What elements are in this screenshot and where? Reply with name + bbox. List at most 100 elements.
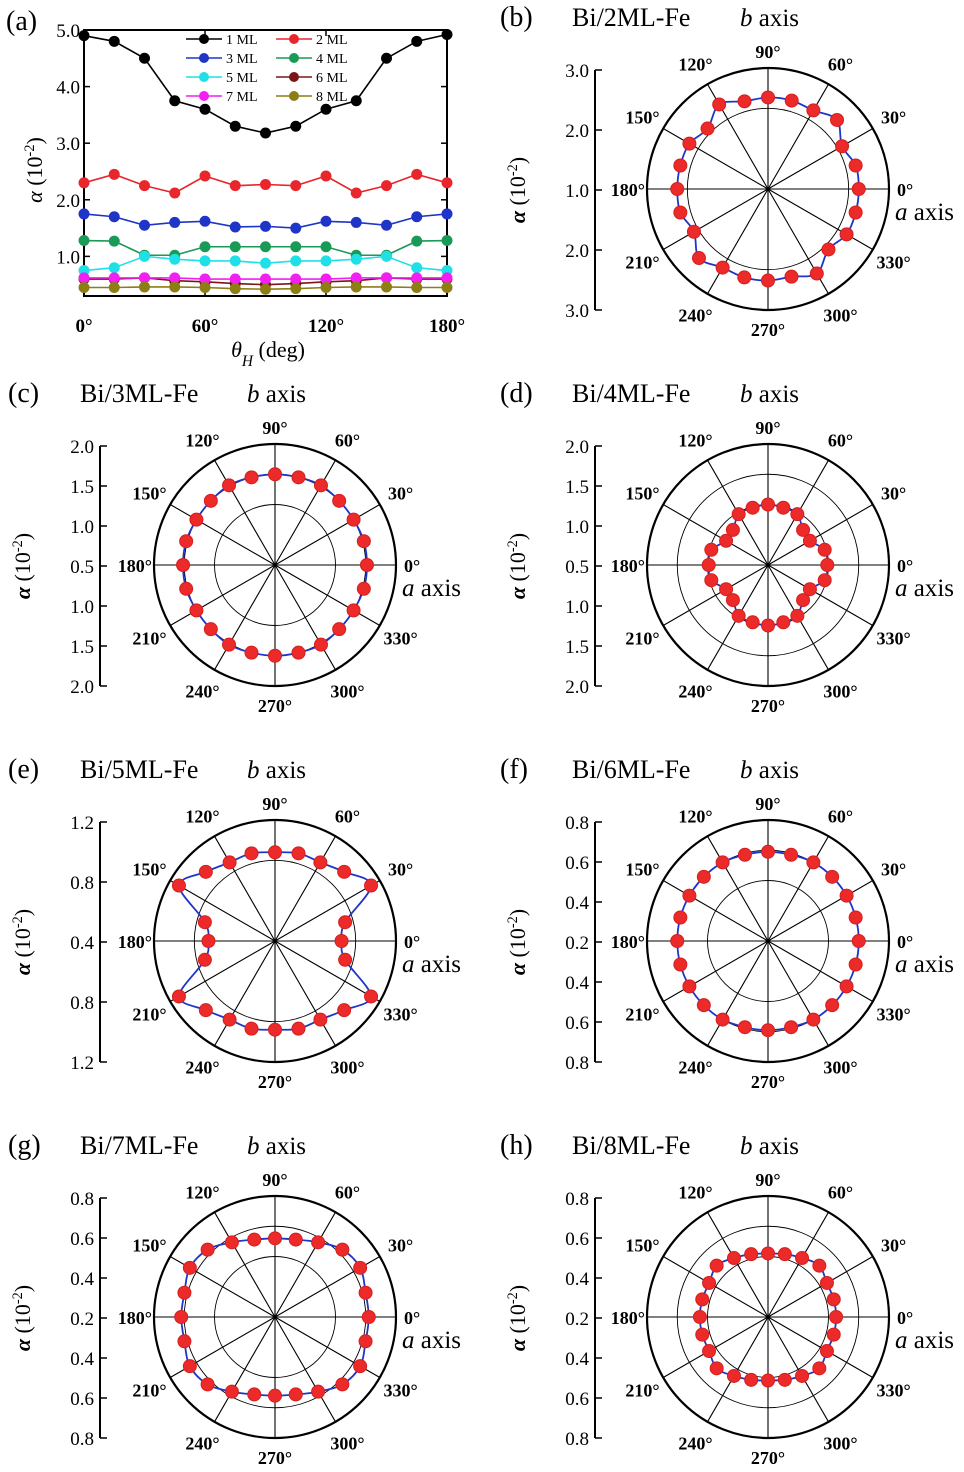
radial-tick-label: 0.8 xyxy=(70,993,94,1014)
data-point xyxy=(364,989,379,1004)
angle-label: 180° xyxy=(118,1308,152,1328)
angle-label: 210° xyxy=(132,629,166,649)
data-point xyxy=(229,221,241,233)
data-point xyxy=(200,1377,215,1392)
angle-label: 150° xyxy=(625,860,659,880)
data-point xyxy=(320,170,332,182)
data-point xyxy=(337,864,352,879)
data-point xyxy=(169,272,181,284)
panel-title: Bi/4ML-Fe xyxy=(572,379,690,408)
panel-d: (d) Bi/4ML-Fe b axis 2.0 1.5 1.0 0.5 1.0 1.5 2.0 α… xyxy=(500,378,954,716)
legend-marker xyxy=(289,53,299,63)
panel-label: (h) xyxy=(500,1130,533,1161)
data-point xyxy=(359,558,374,572)
spoke xyxy=(274,504,381,566)
spoke xyxy=(767,1316,874,1378)
radial-tick-label: 1.0 xyxy=(565,181,589,202)
radial-tick-label: 0.2 xyxy=(70,1309,94,1330)
spoke xyxy=(169,940,276,1002)
angle-label: 240° xyxy=(185,682,219,702)
spoke xyxy=(169,880,276,942)
spoke xyxy=(767,835,829,942)
data-point xyxy=(441,177,453,189)
data-point xyxy=(731,608,746,623)
angle-label: 30° xyxy=(881,484,906,504)
panel-label: (d) xyxy=(500,378,533,409)
y-tick-label: 4.0 xyxy=(56,78,80,99)
data-point xyxy=(334,934,349,948)
panel-title: Bi/5ML-Fe xyxy=(80,755,198,784)
data-point xyxy=(784,269,799,284)
data-point xyxy=(169,253,181,265)
data-point xyxy=(320,241,332,253)
radial-axis-label: α (10-2) xyxy=(10,1285,35,1351)
angle-label: 30° xyxy=(881,1236,906,1256)
panel-title: Bi/3ML-Fe xyxy=(80,379,198,408)
data-point xyxy=(108,168,120,180)
radial-tick-label: 0.2 xyxy=(565,933,589,954)
data-point xyxy=(696,869,711,884)
legend-marker xyxy=(289,72,299,82)
spoke xyxy=(274,835,336,942)
data-point xyxy=(715,260,730,275)
spoke xyxy=(767,1316,829,1423)
data-point xyxy=(704,573,719,588)
angle-label: 60° xyxy=(335,1182,360,1202)
data-point xyxy=(108,282,120,294)
angle-label: 120° xyxy=(185,1182,219,1202)
data-point xyxy=(737,270,752,285)
data-point xyxy=(719,582,734,597)
data-point xyxy=(411,235,423,247)
a-axis-label: a axis xyxy=(402,575,461,602)
legend-label: 3 ML xyxy=(226,52,258,67)
data-point xyxy=(108,272,120,284)
radial-axis-label: α (10-2) xyxy=(505,157,530,223)
angle-label: 150° xyxy=(625,1236,659,1256)
data-point xyxy=(353,1359,368,1374)
data-point xyxy=(725,522,740,537)
series-4ml xyxy=(78,235,453,261)
data-point xyxy=(364,878,379,893)
data-point xyxy=(809,266,824,281)
data-point xyxy=(260,241,271,253)
data-point xyxy=(229,283,241,295)
panel-g: (g) Bi/7ML-Fe b axis 0.8 0.6 0.4 0.2 0.4 0.6 0.8 α… xyxy=(8,1130,461,1468)
radial-tick-label: 1.0 xyxy=(70,597,94,618)
radial-tick-label: 1.0 xyxy=(70,517,94,538)
data-point xyxy=(313,855,328,870)
angle-label: 180° xyxy=(118,932,152,952)
radial-tick-label: 1.5 xyxy=(565,637,589,658)
data-point xyxy=(712,97,727,112)
data-point xyxy=(171,989,186,1004)
angle-label: 150° xyxy=(625,484,659,504)
data-point xyxy=(441,282,453,294)
data-point xyxy=(290,120,302,132)
angle-label: 60° xyxy=(335,430,360,450)
panel-label: (g) xyxy=(8,1130,41,1161)
spoke xyxy=(662,940,769,1002)
data-point xyxy=(776,500,791,515)
data-point xyxy=(848,910,863,925)
data-point xyxy=(411,168,423,180)
a-axis-label: a axis xyxy=(895,1327,954,1354)
data-point xyxy=(174,1310,189,1324)
angle-label: 150° xyxy=(132,484,166,504)
x-tick-label: 180° xyxy=(429,316,465,337)
data-point xyxy=(695,1292,710,1307)
data-point xyxy=(692,1310,707,1324)
data-point xyxy=(411,262,423,274)
radial-axis-label: α (10-2) xyxy=(505,1285,530,1351)
data-point xyxy=(169,187,181,199)
data-point xyxy=(203,493,218,508)
data-point xyxy=(761,1246,775,1261)
data-point xyxy=(197,952,212,967)
a-axis-label: a axis xyxy=(895,951,954,978)
angle-label: 240° xyxy=(185,1434,219,1454)
angle-label: 270° xyxy=(751,320,785,340)
angle-label: 0° xyxy=(404,556,420,576)
data-point xyxy=(290,222,302,234)
data-point xyxy=(441,235,453,247)
data-point xyxy=(108,262,120,274)
data-point xyxy=(350,281,362,293)
data-point xyxy=(745,615,760,630)
